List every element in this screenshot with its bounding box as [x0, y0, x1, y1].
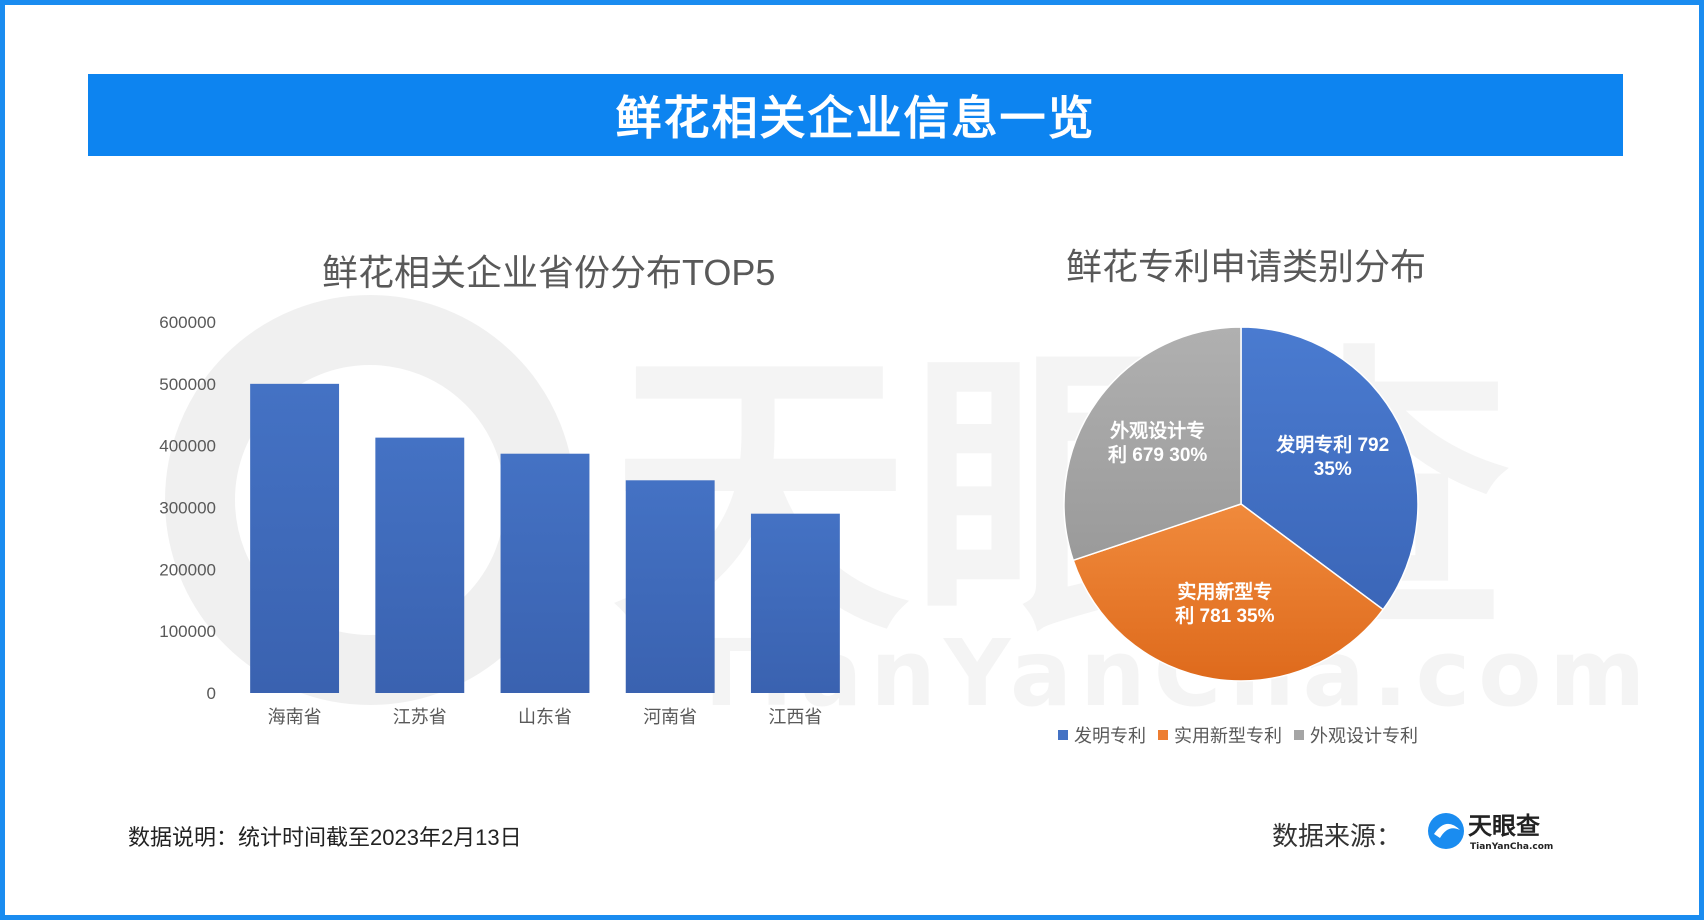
y-tick-label: 400000 [159, 437, 216, 456]
y-tick-label: 100000 [159, 622, 216, 641]
bar-chart-title: 鲜花相关企业省份分布TOP5 [322, 252, 776, 293]
data-note: 数据说明：统计时间截至2023年2月13日 [128, 825, 522, 850]
x-tick-label: 河南省 [643, 707, 697, 728]
x-tick-label: 江西省 [768, 707, 822, 728]
tianyancha-logo: 天眼查 TianYanCha.com [1428, 812, 1553, 852]
pie-data-label: 实用新型专 利 781 35% [1175, 582, 1275, 628]
legend-item-utility: 实用新型专利 [1158, 722, 1282, 748]
y-tick-label: 500000 [159, 375, 216, 394]
logo-text: 天眼查 [1468, 812, 1540, 840]
bar [375, 437, 465, 693]
bar [250, 383, 340, 693]
pie-slice [1072, 503, 1385, 682]
bar [500, 453, 590, 693]
y-tick-label: 0 [207, 684, 216, 703]
page-title: 鲜花相关企业信息一览 [615, 92, 1096, 144]
logo-mark-icon [1428, 813, 1464, 849]
title-bar: 鲜花相关企业信息一览 [88, 74, 1623, 156]
legend-label-invention: 发明专利 [1074, 726, 1146, 746]
pie-slice [1063, 326, 1242, 562]
legend-label-utility: 实用新型专利 [1174, 726, 1282, 746]
legend-swatch-design [1294, 730, 1304, 740]
source-label: 数据来源： [1272, 821, 1403, 851]
pie-data-label: 发明专利 792 35% [1276, 434, 1390, 480]
bar [625, 480, 715, 693]
y-tick-label: 200000 [159, 560, 216, 579]
pie-slice [1240, 326, 1419, 611]
legend-label-design: 外观设计专利 [1310, 726, 1418, 746]
pie-data-label: 外观设计专 利 679 30% [1108, 421, 1208, 467]
x-tick-label: 山东省 [518, 707, 572, 728]
x-tick-label: 江苏省 [393, 707, 447, 728]
logo-subtext: TianYanCha.com [1470, 842, 1553, 852]
legend-swatch-utility [1158, 730, 1168, 740]
legend-swatch-invention [1058, 730, 1068, 740]
y-tick-label: 300000 [159, 499, 216, 518]
pie-chart-title: 鲜花专利申请类别分布 [1066, 246, 1427, 287]
legend-item-design: 外观设计专利 [1294, 722, 1418, 748]
x-tick-label: 海南省 [268, 707, 322, 728]
y-tick-label: 600000 [159, 313, 216, 332]
legend-item-invention: 发明专利 [1058, 722, 1146, 748]
pie-legend: 发明专利 实用新型专利 外观设计专利 [1058, 722, 1430, 748]
bar [750, 513, 840, 693]
